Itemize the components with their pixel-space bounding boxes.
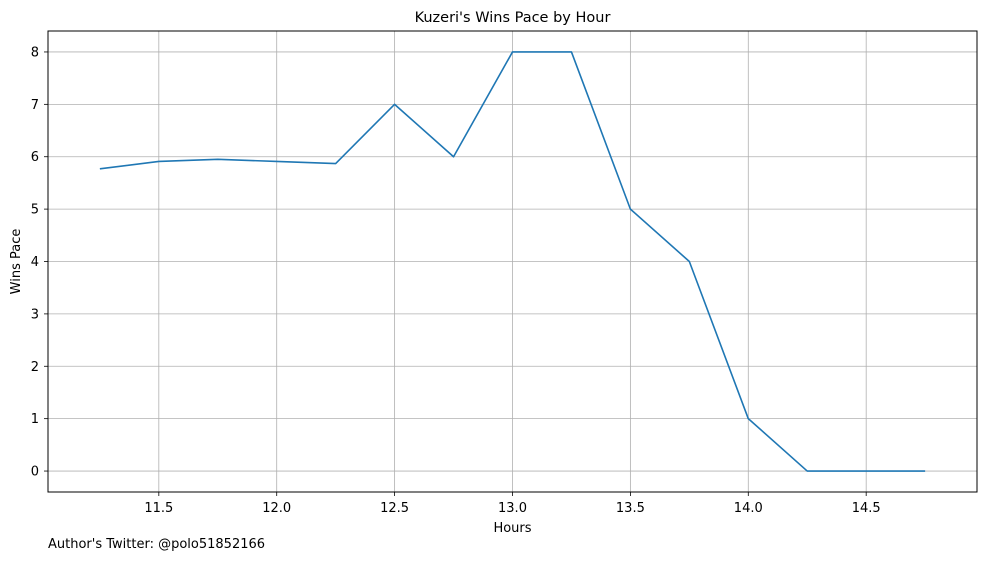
y-tick-label: 7	[31, 98, 39, 113]
y-tick-label: 4	[31, 255, 39, 270]
y-tick-label: 5	[31, 203, 39, 218]
y-axis-label: Wins Pace	[9, 229, 24, 295]
author-credit: Author's Twitter: @polo51852166	[48, 537, 266, 552]
x-tick-label: 12.0	[262, 501, 291, 516]
x-axis-label: Hours	[493, 521, 531, 536]
series-line-0	[99, 51, 926, 472]
y-tick-label: 1	[31, 412, 39, 427]
x-tick-label: 13.5	[616, 501, 645, 516]
y-tick-label: 0	[31, 465, 39, 480]
chart-title: Kuzeri's Wins Pace by Hour	[415, 10, 611, 26]
x-tick-label: 14.0	[734, 501, 763, 516]
y-axis-ticks: 0 1 2 3 4 5 6 7 8	[31, 45, 48, 480]
y-tick-label: 8	[31, 45, 39, 60]
grid-lines	[48, 31, 977, 492]
x-tick-label: 12.5	[380, 501, 409, 516]
y-tick-label: 6	[31, 150, 39, 165]
x-axis-ticks: 11.5 12.0 12.5 13.0 13.5 14.0 14.5	[144, 492, 881, 516]
x-tick-label: 14.5	[852, 501, 881, 516]
series-group	[99, 51, 926, 472]
x-tick-label: 13.0	[498, 501, 527, 516]
y-tick-label: 2	[31, 360, 39, 375]
x-tick-label: 11.5	[144, 501, 173, 516]
y-tick-label: 3	[31, 307, 39, 322]
